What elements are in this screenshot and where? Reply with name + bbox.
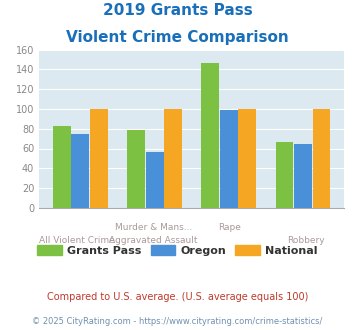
Bar	[201, 63, 219, 208]
Legend: Grants Pass, Oregon, National: Grants Pass, Oregon, National	[33, 240, 322, 260]
Bar	[294, 144, 312, 208]
Bar	[220, 110, 238, 208]
Bar	[164, 109, 182, 208]
Bar	[127, 130, 145, 208]
Text: 2019 Grants Pass: 2019 Grants Pass	[103, 3, 252, 18]
Bar	[71, 134, 89, 208]
Text: © 2025 CityRating.com - https://www.cityrating.com/crime-statistics/: © 2025 CityRating.com - https://www.city…	[32, 317, 323, 326]
Text: All Violent Crime: All Violent Crime	[39, 236, 115, 245]
Bar	[146, 152, 164, 208]
Bar	[90, 109, 108, 208]
Text: Robbery: Robbery	[288, 236, 325, 245]
Text: Violent Crime Comparison: Violent Crime Comparison	[66, 30, 289, 45]
Text: Aggravated Assault: Aggravated Assault	[109, 236, 198, 245]
Bar	[53, 126, 71, 208]
Text: Rape: Rape	[218, 223, 241, 232]
Bar	[275, 142, 293, 208]
Text: Compared to U.S. average. (U.S. average equals 100): Compared to U.S. average. (U.S. average …	[47, 292, 308, 302]
Bar	[239, 109, 256, 208]
Bar	[313, 109, 331, 208]
Text: Murder & Mans...: Murder & Mans...	[115, 223, 192, 232]
